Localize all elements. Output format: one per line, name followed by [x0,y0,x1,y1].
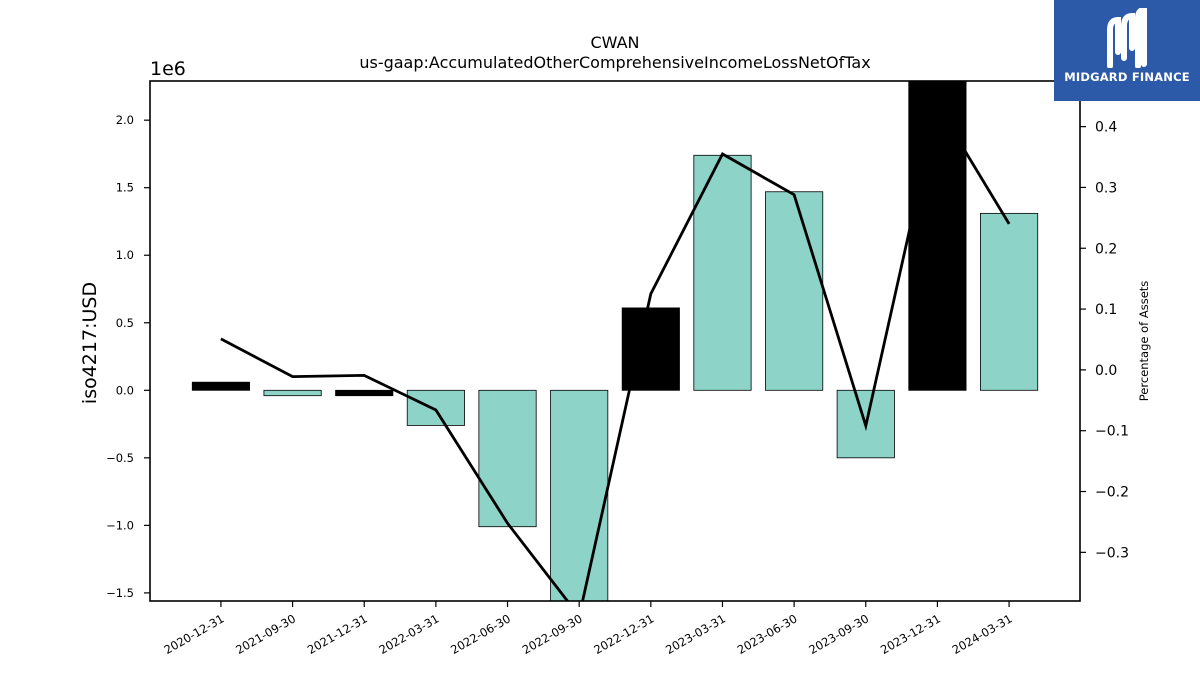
x-tick-label: 2023-03-31 [663,611,728,657]
bar-2023-12-31 [908,80,967,391]
x-axis-ticks: 2020-12-31 2021-09-30 2021-12-31 2022-03-31… [162,601,1015,657]
y2-tick-label: −0.2 [1095,485,1129,501]
chart-subtitle: us-gaap:AccumulatedOtherComprehensiveInc… [359,53,870,72]
x-tick-label: 2022-06-30 [448,611,513,657]
y2-tick-label: 0.4 [1095,120,1117,136]
y2-tick-label: 0.0 [1095,363,1117,379]
y2-tick-label: 0.1 [1095,302,1117,318]
y-axis-ticks: −1.5 −1.0 −0.5 0.0 0.5 1.0 1.5 2.0 [106,113,150,600]
y2-tick-label: −0.1 [1095,424,1129,440]
x-tick-label: 2021-09-30 [233,611,298,657]
bar-2021-12-31 [335,389,394,397]
y-offset-label: 1e6 [150,58,186,80]
y-tick-label: −1.5 [106,586,134,600]
y2-axis-ticks: −0.3 −0.2 −0.1 0.0 0.1 0.2 0.3 0.4 [1080,120,1129,561]
bar-2022-06-30 [478,389,537,528]
midgard-logo: MIDGARD FINANCE [1054,0,1200,101]
bar-2022-03-31 [406,389,465,426]
midgard-logo-icon [1107,8,1147,68]
y-axis-label: iso4217:USD [79,282,101,404]
y2-tick-label: 0.2 [1095,241,1117,257]
x-tick-label: 2024-03-31 [950,611,1015,657]
bar-2021-09-30 [263,389,322,397]
percentage-line [220,101,1011,601]
bars-layer [191,80,1039,602]
bar-2023-06-30 [765,191,824,391]
x-tick-label: 2022-03-31 [376,611,441,657]
logo-text: MIDGARD FINANCE [1064,70,1190,84]
x-tick-label: 2020-12-31 [162,611,227,657]
bar-2023-03-31 [693,154,752,391]
y2-tick-label: −0.3 [1095,545,1129,561]
y2-tick-label: 0.3 [1095,180,1117,196]
y-tick-label: −0.5 [106,451,134,465]
bar-2020-12-31 [191,381,250,391]
y-tick-label: 1.5 [116,181,134,195]
y-tick-label: 1.0 [116,248,134,262]
x-tick-label: 2023-06-30 [735,611,800,657]
x-tick-label: 2022-12-31 [591,611,656,657]
bar-2022-09-30 [550,389,609,602]
y-tick-label: 0.5 [116,316,134,330]
y-tick-label: −1.0 [106,518,134,532]
y2-axis-label: Percentage of Assets [1137,281,1151,402]
x-tick-label: 2023-12-31 [878,611,943,657]
plot-frame [149,80,1081,602]
line-layer [220,101,1011,601]
bar-2024-03-31 [980,212,1039,391]
chart-title: CWAN [590,33,639,52]
y-tick-label: 2.0 [116,113,134,127]
x-tick-label: 2022-09-30 [520,611,585,657]
x-tick-label: 2023-09-30 [806,611,871,657]
x-tick-label: 2021-12-31 [305,611,370,657]
y-tick-label: 0.0 [116,383,134,397]
